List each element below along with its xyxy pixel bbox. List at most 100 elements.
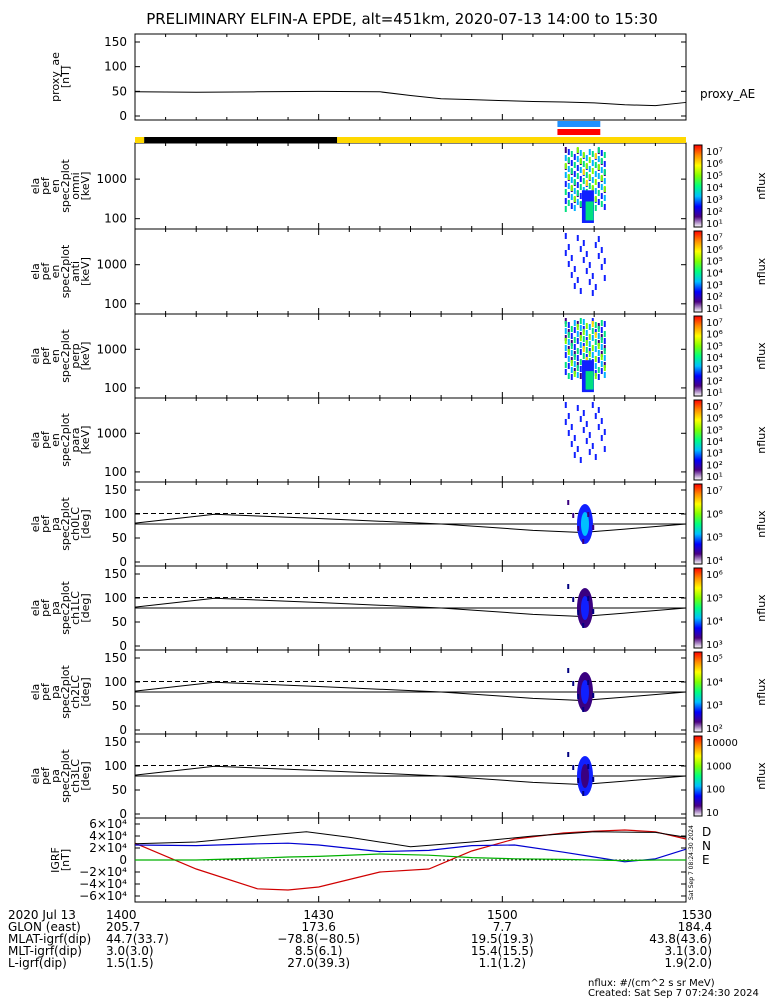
spectrum-pixel xyxy=(576,156,579,162)
panel-ylabel-line: ela xyxy=(29,600,42,617)
spectrum-pixel xyxy=(570,350,573,356)
spectrum-pixel xyxy=(597,156,600,162)
spectrum-pixel xyxy=(570,441,573,447)
colorbar-strip xyxy=(693,399,703,481)
spectrum-pixel xyxy=(576,147,579,153)
colorbar-label-wrap: nflux xyxy=(755,678,768,706)
colorbar-strip xyxy=(693,230,703,313)
spectrum-pixel xyxy=(591,273,594,279)
panel-ylabel-line: spec2plot xyxy=(59,749,72,803)
axis-row-value: 1430 xyxy=(303,908,334,922)
panel-ylabel-line: ch2LC xyxy=(69,675,82,709)
colorbar-tick: 10¹ xyxy=(706,219,723,230)
spectrum-pixel xyxy=(582,161,585,167)
spectrum-pixel xyxy=(567,373,570,379)
spectrum-pixel xyxy=(600,337,603,343)
spectrum-pixel xyxy=(591,321,594,327)
pa-spectrum-pixel xyxy=(587,596,590,601)
spectrum-pixel xyxy=(570,360,573,366)
panel-ylabel: proxy_ae[nT] xyxy=(49,52,72,102)
spectrum-pixel xyxy=(588,324,591,330)
spectrum-pixel xyxy=(591,168,594,174)
colorbar-tick: 10⁵ xyxy=(706,257,723,268)
spectrum-pixel xyxy=(564,163,567,169)
spectrum-pixel xyxy=(573,371,576,377)
colorbar-strip xyxy=(693,315,703,397)
pa-spectrum-pixel xyxy=(592,525,595,530)
colorbar-tick: 10⁶ xyxy=(706,414,723,425)
spectrum-pixel xyxy=(579,288,582,294)
spectrum-pixel xyxy=(597,173,600,179)
spectrum-pixel xyxy=(582,353,585,359)
spectrum-pixel xyxy=(591,151,594,157)
spectrum-pixel xyxy=(600,361,603,367)
spectrum-pixel xyxy=(591,177,594,183)
spectrum-pixel xyxy=(570,203,573,209)
spectrum-pixel xyxy=(576,331,579,337)
spectrum-pixel xyxy=(570,326,573,332)
spectrum-pixel xyxy=(564,206,567,212)
spectrum-pixel xyxy=(585,323,588,329)
spectrum-pixel xyxy=(582,152,585,158)
panel-ylabel-line: IGRF xyxy=(49,847,62,873)
colorbar-6: 10⁶ 10⁵ 10⁴ 10³ nflux xyxy=(693,567,768,651)
colorbar-tick: 10² xyxy=(706,724,723,735)
axis-row-value: 8.5(6.1) xyxy=(295,944,343,958)
spectrum-pixel xyxy=(564,419,567,425)
spectrum-pixel xyxy=(573,327,576,333)
spectrum-pixel xyxy=(597,236,600,242)
colorbar-tick: 10⁴ xyxy=(706,617,723,628)
spectrum-pixel xyxy=(603,429,606,435)
panel-ylabel-line: [keV] xyxy=(79,257,92,286)
spectrum-pixel xyxy=(585,180,588,186)
spectrum-pixel xyxy=(573,452,576,458)
pa-spectrum-core xyxy=(580,680,589,704)
spectrum-pixel xyxy=(594,242,597,248)
axis-row-value: 44.7(33.7) xyxy=(106,932,169,946)
spectrum-pixel xyxy=(591,335,594,341)
colorbar-label: nflux xyxy=(755,257,768,285)
spectrum-pixel xyxy=(564,402,567,408)
y-tick-label: 100 xyxy=(104,297,127,311)
panel-ylabel-line: ch3LC xyxy=(69,759,82,793)
orbit-axis-table: 2020 Jul 13 1400 1430 1500 1530 GLON (east) 20… xyxy=(8,908,712,970)
axis-row-value: 43.8(43.6) xyxy=(649,932,712,946)
pa-spectrum-pixel xyxy=(567,584,570,589)
spectrum-pixel xyxy=(570,333,573,339)
spectrum-core-hot xyxy=(585,371,594,390)
spectrum-pixel xyxy=(567,200,570,206)
colorbar-tick: 10⁶ xyxy=(706,245,723,256)
axis-row-value: 1.5(1.5) xyxy=(106,956,154,970)
spectrum-pixel xyxy=(594,284,597,290)
spectrum-pixel xyxy=(582,410,585,416)
y-tick-label: −6×10⁴ xyxy=(79,889,127,903)
spectrum-pixel xyxy=(576,324,579,330)
spectrum-pixel xyxy=(603,446,606,452)
spectrum-pixel xyxy=(594,346,597,352)
spectrum-pixel xyxy=(594,332,597,338)
panel-ylabel-line: pef xyxy=(39,176,52,195)
panel-ylabel-line: spec2plot xyxy=(59,497,72,551)
spectrum-pixel xyxy=(582,346,585,352)
colorbar-tick: 10⁷ xyxy=(706,147,723,158)
spectrum-pixel xyxy=(570,177,573,183)
spectrum-pixel xyxy=(576,355,579,361)
panel-ylabel-line: pa xyxy=(49,601,62,615)
y-tick-label: 0 xyxy=(119,853,127,867)
spectrum-pixel xyxy=(594,339,597,345)
spectrum-pixel xyxy=(573,154,576,160)
colorbars-layer: 10⁷10⁶10⁵10⁴10³10²10¹nflux10⁷10⁶10⁵10⁴10… xyxy=(693,144,768,819)
y-tick-label: 2×10⁴ xyxy=(89,841,127,855)
colorbar-tick: 10 xyxy=(706,808,719,819)
spectrum-pixel xyxy=(576,348,579,354)
colorbar-tick: 10⁵ xyxy=(706,341,723,352)
axis-row-value: 1.1(1.2) xyxy=(479,956,527,970)
y-tick-label: 0 xyxy=(119,807,127,821)
pa-spectrum-core xyxy=(580,512,589,536)
spectrum-pixel xyxy=(579,342,582,348)
pa-spectrum-pixel xyxy=(592,609,595,614)
spectrum-pixel xyxy=(585,347,588,353)
